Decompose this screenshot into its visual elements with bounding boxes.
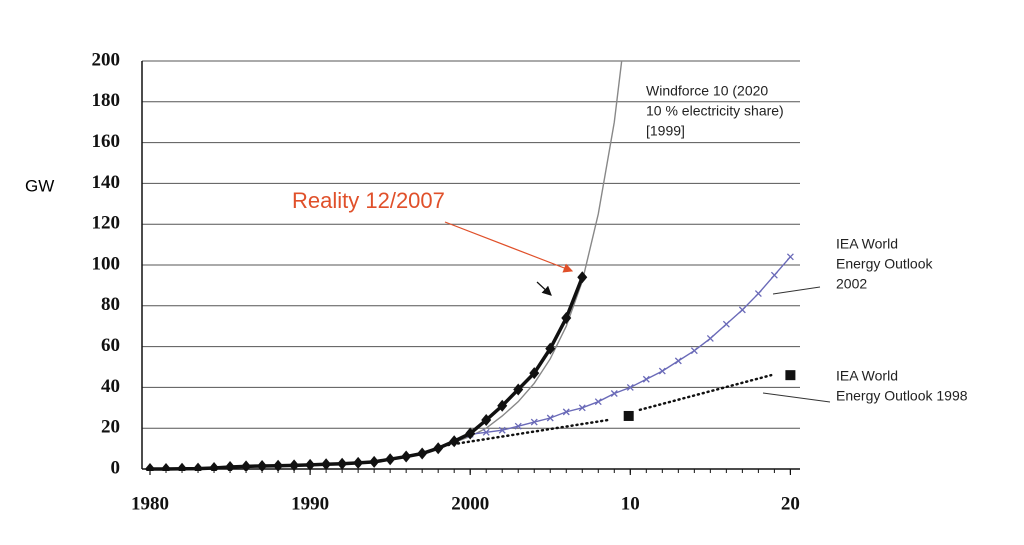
y-axis-label: GW xyxy=(25,176,54,195)
series-label: [1999] xyxy=(646,123,685,139)
series-label: 2002 xyxy=(836,276,867,292)
x-tick-label: 2000 xyxy=(451,493,489,514)
x-marker xyxy=(626,383,634,391)
series-label: Energy Outlook xyxy=(836,256,933,272)
square-marker xyxy=(785,370,796,381)
leader-line xyxy=(772,286,821,295)
series-label: IEA World xyxy=(836,236,898,252)
y-tick-label: 40 xyxy=(101,376,120,397)
diamond-marker xyxy=(305,458,316,471)
x-marker xyxy=(482,428,490,436)
series-line xyxy=(470,256,791,436)
diamond-marker xyxy=(449,435,460,448)
arrow xyxy=(536,281,552,296)
diamond-marker xyxy=(257,459,268,471)
x-marker xyxy=(658,367,666,375)
series-label: IEA World xyxy=(836,368,898,384)
x-marker xyxy=(546,414,554,422)
series-line xyxy=(436,373,773,448)
x-marker xyxy=(530,418,538,426)
x-marker xyxy=(786,253,794,261)
leader-line xyxy=(762,392,831,403)
diamond-marker xyxy=(513,383,524,396)
x-marker xyxy=(514,422,522,430)
diamond-marker xyxy=(321,458,332,471)
diamond-marker xyxy=(577,271,588,284)
x-marker xyxy=(610,390,618,397)
diamond-marker xyxy=(497,399,508,412)
y-tick-label: 80 xyxy=(101,294,120,315)
x-tick-label: 1990 xyxy=(291,493,329,514)
x-marker xyxy=(738,306,746,314)
y-tick-label: 60 xyxy=(101,335,120,356)
x-marker xyxy=(690,347,698,355)
y-tick-label: 140 xyxy=(92,172,121,193)
diamond-marker xyxy=(561,312,572,325)
y-tick-label: 120 xyxy=(92,213,121,234)
x-marker xyxy=(674,357,682,365)
y-tick-label: 200 xyxy=(92,49,121,70)
x-marker xyxy=(594,398,602,406)
series-label: Energy Outlook 1998 xyxy=(836,388,968,404)
x-marker xyxy=(754,290,762,298)
diamond-marker xyxy=(289,459,300,471)
diamond-marker xyxy=(369,455,380,468)
x-marker xyxy=(722,320,730,328)
y-tick-label: 180 xyxy=(92,90,121,111)
diamond-marker xyxy=(353,456,364,469)
annotation-arrow xyxy=(444,221,574,273)
x-marker xyxy=(562,408,570,416)
x-marker xyxy=(770,271,778,279)
diamond-marker xyxy=(465,427,476,440)
diamond-marker xyxy=(433,442,444,455)
diamond-marker xyxy=(337,457,348,470)
x-tick-label: 20 xyxy=(781,493,800,514)
y-tick-label: 100 xyxy=(92,253,121,274)
x-marker xyxy=(706,334,714,342)
series-line xyxy=(150,276,584,471)
diamond-marker xyxy=(417,447,428,460)
series-label: Windforce 10 (2020 xyxy=(646,83,768,99)
diamond-marker xyxy=(401,450,412,463)
x-marker xyxy=(642,375,650,383)
y-tick-label: 0 xyxy=(111,457,121,478)
x-tick-label: 10 xyxy=(621,493,640,514)
x-marker xyxy=(498,426,506,434)
x-tick-label: 1980 xyxy=(131,493,169,514)
diamond-marker xyxy=(545,342,556,355)
x-marker xyxy=(578,404,586,412)
y-tick-label: 20 xyxy=(101,417,120,438)
y-tick-label: 160 xyxy=(92,131,121,152)
diamond-marker xyxy=(385,453,396,466)
annotation: Reality 12/2007 xyxy=(292,188,445,213)
diamond-marker xyxy=(529,367,540,380)
series-label: 10 % electricity share) xyxy=(646,103,784,119)
diamond-marker xyxy=(481,414,492,427)
square-marker xyxy=(623,410,634,421)
diamond-marker xyxy=(273,459,284,471)
